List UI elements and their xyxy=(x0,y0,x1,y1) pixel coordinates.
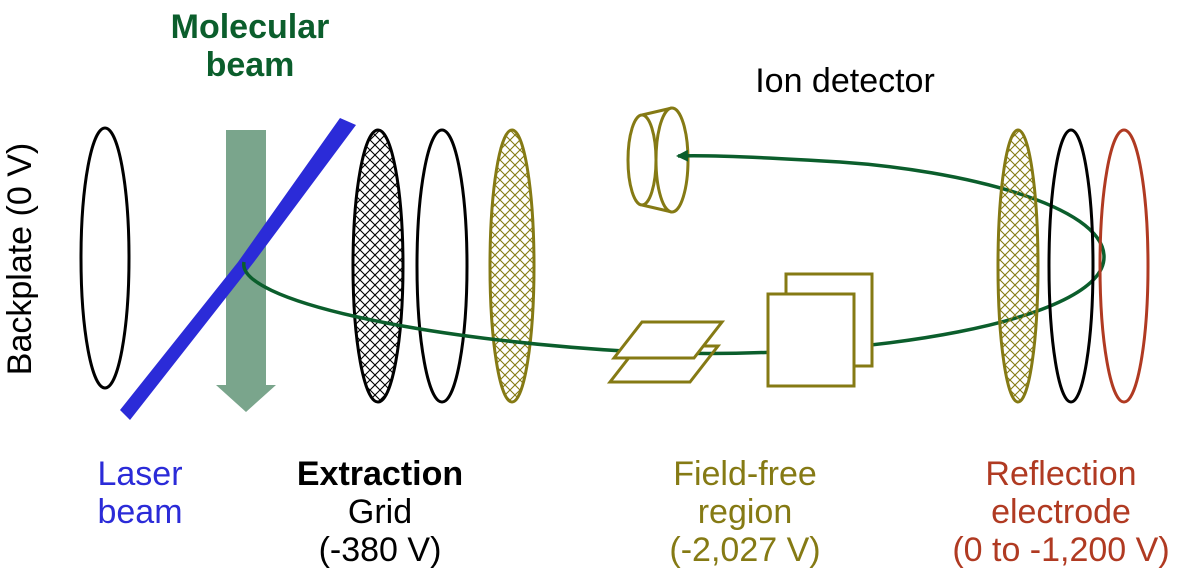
reflection-line-3: (0 to -1,200 V) xyxy=(952,531,1170,569)
extraction-electrode xyxy=(415,128,469,404)
molecular-beam-line-2: beam xyxy=(205,46,295,84)
field-free-label: Field-free region (-2,027 V) xyxy=(630,455,860,569)
extraction-grid-line-1: Extraction xyxy=(296,455,464,493)
backplate-electrode xyxy=(79,126,131,390)
laser-beam-line-1: Laser xyxy=(97,455,183,493)
reflectron-electrode xyxy=(1047,128,1095,404)
field-free-plates xyxy=(606,320,726,384)
field-free-line-2: region xyxy=(697,493,793,531)
reflectron-grid xyxy=(996,128,1040,404)
extraction-grid-label: Extraction Grid (-380 V) xyxy=(270,455,490,569)
ion-detector xyxy=(626,106,690,214)
ion-detector-label: Ion detector xyxy=(755,62,935,100)
field-free-line-3: (-2,027 V) xyxy=(669,531,821,569)
reflection-label: Reflection electrode (0 to -1,200 V) xyxy=(930,455,1192,569)
molecular-beam-line-1: Molecular xyxy=(170,8,330,46)
reflection-electrode xyxy=(1098,128,1150,404)
field-free-line-1: Field-free xyxy=(673,455,817,493)
laser-beam xyxy=(120,118,356,420)
reflection-line-1: Reflection xyxy=(985,455,1137,493)
field-free-entrance-grid xyxy=(488,128,536,404)
ion-trajectory xyxy=(242,149,1106,356)
field-free-boxes xyxy=(766,272,874,388)
backplate-label: Backplate (0 V) xyxy=(1,142,39,376)
extraction-grid-line-3: (-380 V) xyxy=(318,531,442,569)
laser-beam-label: Laser beam xyxy=(70,455,210,531)
molecular-beam-label: Molecular beam xyxy=(155,8,345,84)
extraction-grid-line-2: Grid xyxy=(347,493,413,531)
extraction-grid-mesh xyxy=(351,128,405,404)
laser-beam-line-2: beam xyxy=(97,493,183,531)
reflection-line-2: electrode xyxy=(991,493,1131,531)
